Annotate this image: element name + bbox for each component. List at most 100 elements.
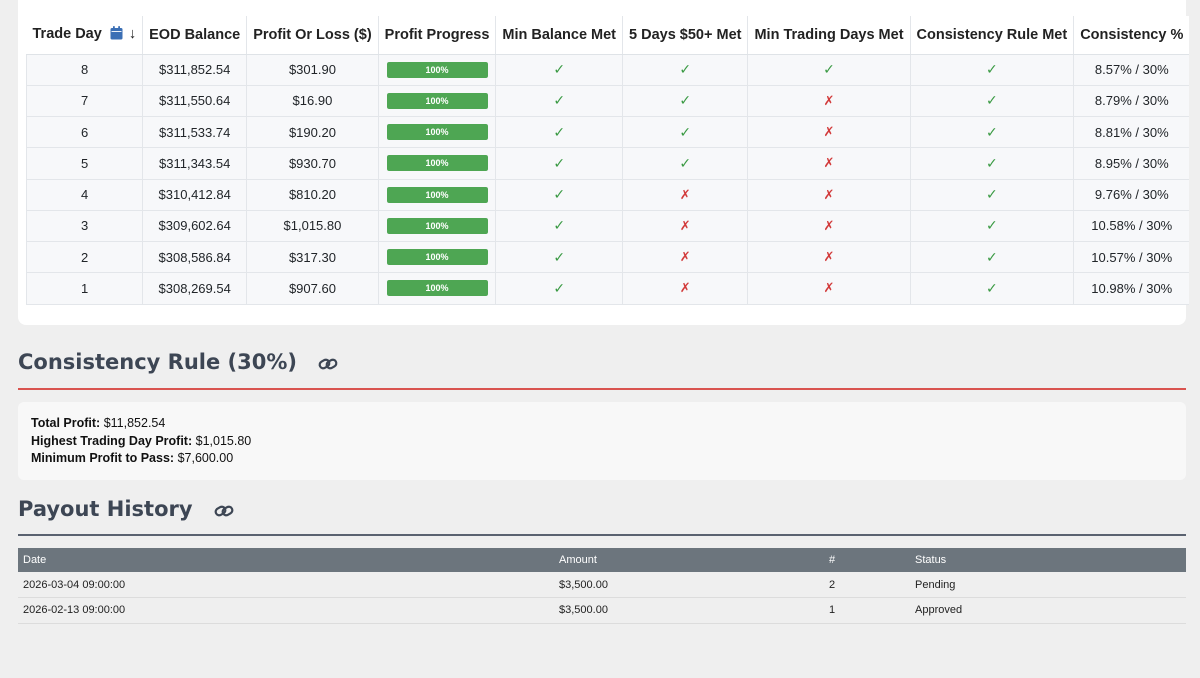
progress-label: 100% bbox=[425, 252, 449, 263]
check-icon: ✓ bbox=[986, 123, 998, 140]
cell-five-days: ✗ bbox=[622, 209, 749, 243]
progress-label: 100% bbox=[425, 158, 449, 169]
consistency-divider bbox=[18, 388, 1186, 390]
payout-col-status[interactable]: Status bbox=[910, 548, 1186, 572]
payout-col-date[interactable]: Date bbox=[18, 548, 554, 572]
check-icon: ✓ bbox=[986, 61, 998, 78]
cell-consistency-met: ✓ bbox=[909, 53, 1075, 86]
cell-min-balance: ✓ bbox=[495, 84, 624, 118]
col-trade-day[interactable]: Trade Day ↓ bbox=[26, 16, 144, 55]
profit-progress-bar: 100% bbox=[386, 280, 488, 297]
profit-progress-bar: 100% bbox=[386, 155, 488, 172]
cell-profit-progress: 100% bbox=[377, 53, 497, 86]
cell-profit-loss: $810.20 bbox=[246, 178, 379, 211]
table-row: 2026-02-13 09:00:00 $3,500.00 1 Approved bbox=[18, 597, 1186, 624]
table-row: 2026-03-04 09:00:00 $3,500.00 2 Pending bbox=[18, 572, 1186, 598]
cell-profit-loss: $16.90 bbox=[246, 84, 379, 118]
cell-profit-progress: 100% bbox=[377, 178, 497, 211]
table-row: 2 $308,586.84 $317.30 100% ✓ ✗ ✗ ✓ 10.57% / 30% bbox=[25, 240, 1190, 274]
check-icon: ✓ bbox=[679, 61, 692, 78]
payout-cell-number: 1 bbox=[824, 597, 910, 624]
col-trade-day-label: Trade Day bbox=[32, 25, 102, 42]
cross-icon: ✗ bbox=[823, 92, 835, 108]
min-profit-label: Minimum Profit to Pass: bbox=[31, 451, 175, 465]
highest-day-value: $1,015.80 bbox=[195, 433, 252, 448]
cell-consistency-pct: 10.58% / 30% bbox=[1073, 209, 1190, 243]
cell-trade-day: 7 bbox=[25, 84, 144, 118]
cell-profit-loss: $301.90 bbox=[246, 53, 379, 86]
cell-min-trading-days: ✗ bbox=[747, 115, 911, 149]
check-icon: ✓ bbox=[823, 61, 835, 78]
check-icon: ✓ bbox=[553, 186, 566, 203]
col-profit-progress[interactable]: Profit Progress bbox=[378, 16, 497, 55]
cross-icon: ✗ bbox=[823, 217, 835, 233]
progress-label: 100% bbox=[425, 283, 449, 294]
payout-cell-amount: $3,500.00 bbox=[554, 597, 824, 624]
min-profit-value: $7,600.00 bbox=[177, 451, 234, 465]
table-row: 8 $311,852.54 $301.90 100% ✓ ✓ ✓ ✓ 8.57% / 30% bbox=[25, 53, 1190, 86]
col-consistency-met[interactable]: Consistency Rule Met bbox=[910, 16, 1075, 55]
col-profit-loss[interactable]: Profit Or Loss ($) bbox=[246, 16, 379, 55]
cell-consistency-met: ✓ bbox=[909, 240, 1075, 274]
cell-trade-day: 3 bbox=[25, 209, 144, 243]
table-row: 1 $308,269.54 $907.60 100% ✓ ✗ ✗ ✓ 10.98% / 30% bbox=[25, 272, 1190, 305]
cell-eod-balance: $308,269.54 bbox=[142, 272, 248, 305]
cell-min-trading-days: ✗ bbox=[747, 240, 911, 274]
profit-progress-bar: 100% bbox=[386, 249, 488, 266]
cell-profit-progress: 100% bbox=[377, 272, 497, 305]
link-icon[interactable] bbox=[214, 499, 234, 523]
table-row: 3 $309,602.64 $1,015.80 100% ✓ ✗ ✗ ✓ 10.58% / 30… bbox=[25, 209, 1190, 243]
cell-consistency-pct: 8.79% / 30% bbox=[1073, 84, 1190, 118]
progress-fill bbox=[386, 186, 488, 203]
cell-min-balance: ✓ bbox=[495, 115, 624, 149]
cell-profit-progress: 100% bbox=[377, 147, 497, 180]
profit-progress-bar: 100% bbox=[386, 186, 488, 203]
progress-fill bbox=[386, 155, 488, 172]
calendar-icon[interactable] bbox=[110, 25, 123, 44]
trades-panel: Trade Day ↓ EOD Balance Profit Or Loss (… bbox=[18, 0, 1190, 325]
cell-consistency-met: ✓ bbox=[909, 178, 1075, 211]
cross-icon: ✗ bbox=[823, 249, 835, 265]
highest-day-label: Highest Trading Day Profit: bbox=[31, 433, 193, 448]
check-icon: ✓ bbox=[679, 92, 692, 109]
payout-col-amount[interactable]: Amount bbox=[554, 548, 824, 572]
check-icon: ✓ bbox=[553, 61, 566, 78]
cell-eod-balance: $308,586.84 bbox=[142, 240, 248, 274]
cell-min-balance: ✓ bbox=[495, 272, 624, 305]
cell-min-trading-days: ✗ bbox=[747, 147, 911, 180]
cell-trade-day: 6 bbox=[25, 115, 144, 149]
cell-consistency-pct: 9.76% / 30% bbox=[1073, 178, 1190, 211]
cell-consistency-met: ✓ bbox=[909, 115, 1075, 149]
payout-cell-amount: $3,500.00 bbox=[554, 572, 824, 598]
col-eod-balance[interactable]: EOD Balance bbox=[142, 16, 248, 55]
cell-profit-progress: 100% bbox=[377, 209, 497, 243]
payout-cell-status: Approved bbox=[910, 597, 1186, 624]
progress-fill bbox=[386, 217, 488, 234]
payout-col-number[interactable]: # bbox=[824, 548, 910, 572]
cell-min-trading-days: ✗ bbox=[747, 178, 911, 211]
cell-consistency-pct: 8.57% / 30% bbox=[1073, 53, 1190, 86]
cell-min-balance: ✓ bbox=[495, 53, 624, 86]
cell-trade-day: 8 bbox=[25, 53, 144, 86]
col-five-days[interactable]: 5 Days $50+ Met bbox=[622, 16, 749, 55]
progress-fill bbox=[386, 280, 488, 297]
cell-eod-balance: $311,533.74 bbox=[142, 115, 248, 149]
cell-eod-balance: $310,412.84 bbox=[142, 178, 248, 211]
col-consistency-pct[interactable]: Consistency % bbox=[1073, 16, 1190, 55]
col-min-trading-days[interactable]: Min Trading Days Met bbox=[747, 16, 911, 55]
total-profit-label: Total Profit: bbox=[31, 416, 101, 430]
cell-profit-progress: 100% bbox=[377, 115, 497, 149]
cell-eod-balance: $311,852.54 bbox=[142, 53, 248, 86]
cell-min-balance: ✓ bbox=[495, 240, 624, 274]
cross-icon: ✗ bbox=[823, 186, 835, 202]
col-min-balance[interactable]: Min Balance Met bbox=[495, 16, 624, 55]
check-icon: ✓ bbox=[986, 217, 998, 234]
cell-profit-loss: $1,015.80 bbox=[246, 209, 379, 243]
cell-eod-balance: $309,602.64 bbox=[142, 209, 248, 243]
cell-trade-day: 1 bbox=[25, 272, 144, 305]
check-icon: ✓ bbox=[553, 279, 566, 296]
sort-descending-icon[interactable]: ↓ bbox=[128, 25, 137, 42]
link-icon[interactable] bbox=[318, 352, 338, 376]
cell-min-trading-days: ✗ bbox=[747, 84, 911, 118]
cross-icon: ✗ bbox=[823, 280, 835, 296]
